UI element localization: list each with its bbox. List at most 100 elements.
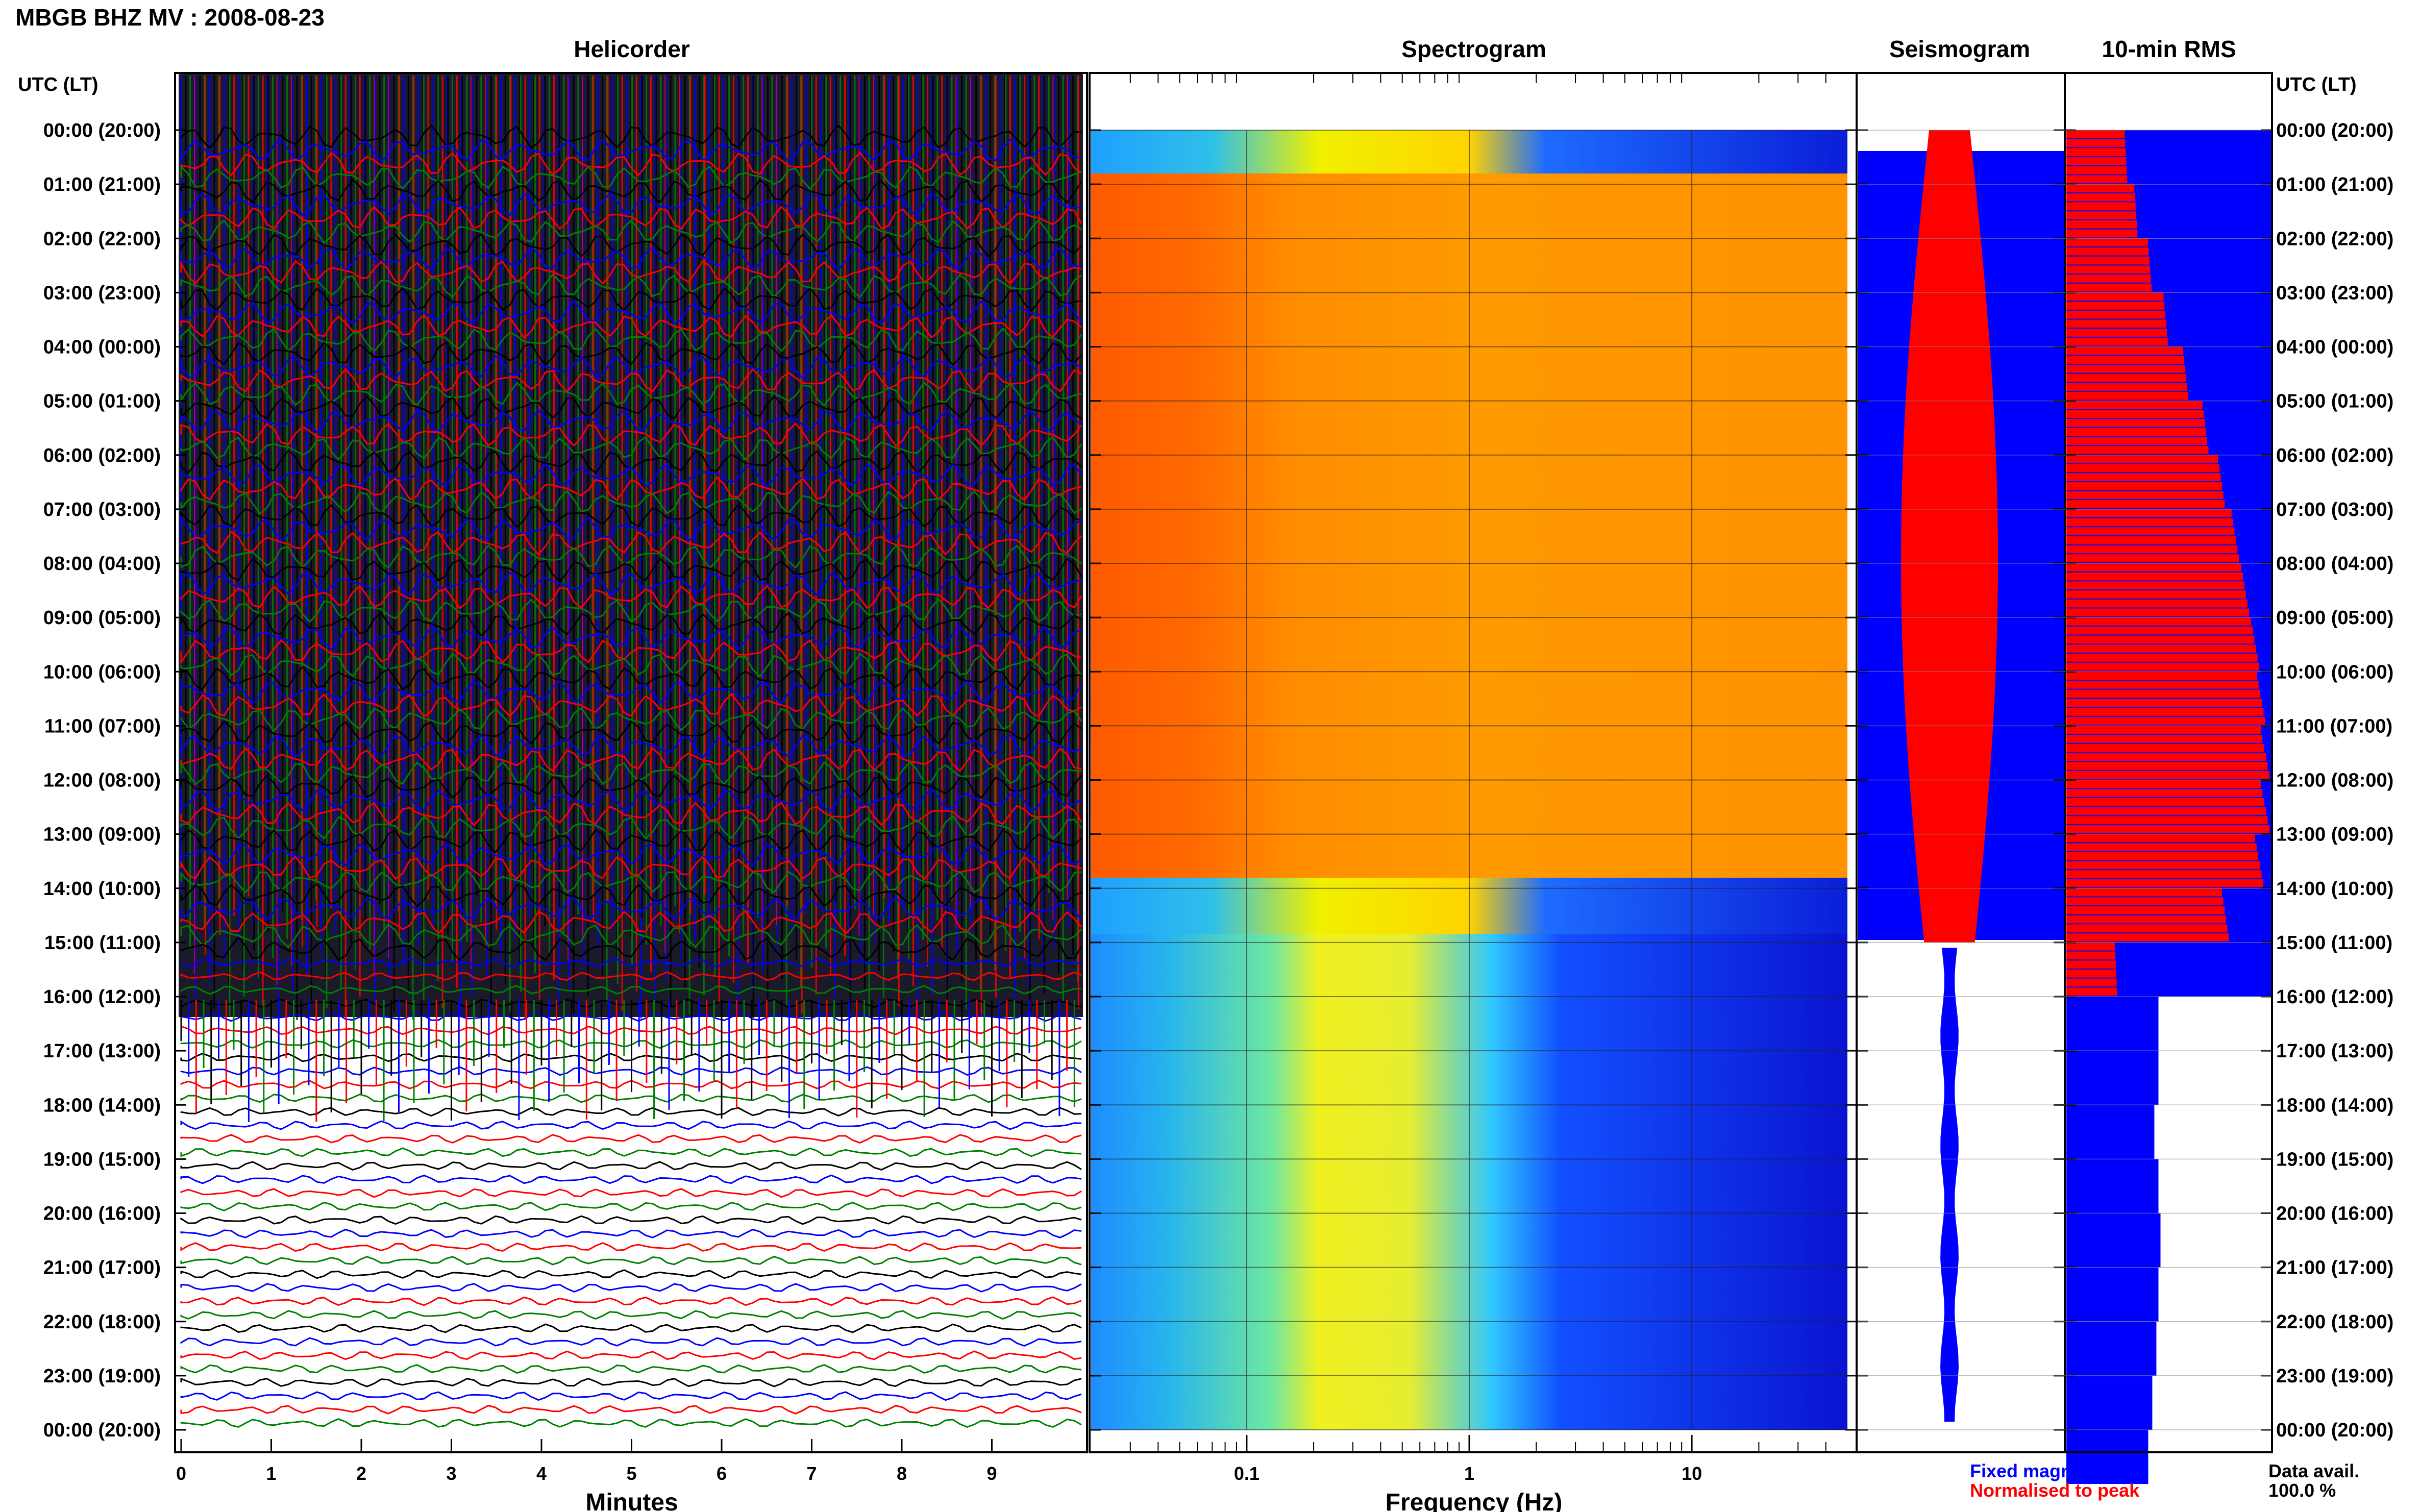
rms-normalised-bar xyxy=(2066,175,2128,184)
time-tick-label-left: 20:00 (16:00) xyxy=(43,1203,161,1225)
time-tick-label-right: 04:00 (00:00) xyxy=(2276,337,2393,358)
rms-normalised-bar xyxy=(2066,834,2255,842)
helicorder-trace xyxy=(180,1364,1082,1374)
helicorder-trace xyxy=(180,936,1082,962)
time-tick-label-right: 02:00 (22:00) xyxy=(2276,228,2393,250)
rms-normalised-bar xyxy=(2066,662,2259,671)
time-tick-label-left: 14:00 (10:00) xyxy=(43,878,161,900)
helicorder-trace xyxy=(180,896,1082,921)
minute-tick-label: 4 xyxy=(536,1463,547,1484)
minute-tick-label: 9 xyxy=(986,1463,997,1484)
rms-normalised-bar xyxy=(2066,500,2225,508)
helicorder-trace xyxy=(180,998,1082,1008)
rms-normalised-bar xyxy=(2066,292,2164,301)
rms-normalised-bar xyxy=(2066,888,2222,897)
time-tick-label-left: 17:00 (13:00) xyxy=(43,1040,161,1062)
time-tick-label-right: 13:00 (09:00) xyxy=(2276,824,2393,846)
minute-tick-label: 1 xyxy=(266,1463,276,1484)
time-tick-label-left: 16:00 (12:00) xyxy=(43,986,161,1008)
rms-normalised-bar xyxy=(2066,428,2206,436)
helicorder-trace xyxy=(180,1174,1082,1184)
rms-normalised-bar xyxy=(2066,554,2239,562)
rms-normalised-bar xyxy=(2066,193,2135,202)
helicorder-trace xyxy=(180,747,1082,772)
rms-title: 10-min RMS xyxy=(2102,36,2236,62)
time-tick-label-right: 06:00 (02:00) xyxy=(2276,445,2393,466)
rms-fixed-bar xyxy=(2066,834,2271,888)
helicorder-trace xyxy=(180,882,1082,908)
helicorder-trace xyxy=(180,192,1082,217)
rms-fixed-bar xyxy=(2066,184,2271,239)
helicorder-trace xyxy=(180,985,1082,995)
helicorder-trace xyxy=(180,1039,1082,1049)
rms-normalised-bar xyxy=(2066,590,2246,599)
helicorder-trace xyxy=(180,233,1082,258)
time-tick-label-left: 06:00 (02:00) xyxy=(43,445,161,466)
helicorder-trace xyxy=(180,1242,1082,1252)
helicorder-trace xyxy=(180,1228,1082,1238)
helicorder-trace xyxy=(180,802,1082,827)
time-tick-label-left: 01:00 (21:00) xyxy=(43,174,161,195)
rms-normalised-bar xyxy=(2066,310,2165,319)
rms-normalised-bar xyxy=(2066,518,2233,527)
time-tick-label-right: 00:00 (20:00) xyxy=(2276,1420,2393,1441)
rms-normalised-bar xyxy=(2066,933,2229,941)
helicorder-trace xyxy=(180,665,1082,690)
minute-tick-label: 2 xyxy=(356,1463,366,1484)
helicorder-trace xyxy=(180,829,1082,854)
helicorder-trace xyxy=(180,516,1082,542)
helicorder-trace xyxy=(180,1377,1082,1387)
helicorder-trace xyxy=(180,774,1082,799)
time-tick-label-left: 11:00 (07:00) xyxy=(44,715,161,737)
helicorder-trace xyxy=(180,422,1082,447)
seismogram-fixed-trace xyxy=(1940,948,1959,1422)
helicorder-trace xyxy=(180,869,1082,894)
helicorder-trace xyxy=(180,164,1082,190)
data-availability-label: Data avail. xyxy=(2268,1460,2359,1481)
rms-normalised-bar xyxy=(2066,473,2221,481)
rms-normalised-bar xyxy=(2066,987,2117,996)
rms-normalised-bar xyxy=(2066,220,2137,229)
rms-fixed-bar xyxy=(2066,997,2159,1051)
rms-normalised-bar xyxy=(2066,391,2188,400)
helicorder-trace xyxy=(180,206,1082,231)
helicorder-trace xyxy=(180,787,1082,813)
rms-normalised-bar xyxy=(2066,879,2263,887)
rms-normalised-bar xyxy=(2066,527,2235,535)
rms-normalised-bar xyxy=(2066,798,2264,806)
rms-normalised-bar xyxy=(2066,148,2126,157)
rms-fixed-bar xyxy=(2066,1267,2159,1322)
time-tick-label-left: 13:00 (09:00) xyxy=(43,824,161,846)
helicorder-trace xyxy=(180,178,1082,204)
helicorder-trace xyxy=(180,138,1082,163)
helicorder-trace xyxy=(180,815,1082,840)
rms-frame xyxy=(2064,72,2273,1453)
minute-tick-label: 7 xyxy=(806,1463,817,1484)
rms-fixed-bar xyxy=(2066,1051,2159,1105)
time-tick-label-right: 23:00 (19:00) xyxy=(2276,1366,2393,1387)
time-tick-label-right: 18:00 (14:00) xyxy=(2276,1095,2393,1116)
rms-normalised-bar xyxy=(2066,419,2205,427)
helicorder-trace xyxy=(180,463,1082,488)
rms-normalised-bar xyxy=(2066,816,2268,824)
helicorder-trace xyxy=(180,476,1082,502)
helicorder-trace xyxy=(180,652,1082,678)
helicorder-trace xyxy=(180,449,1082,475)
helicorder-trace xyxy=(180,1296,1082,1306)
rms-fixed-bar xyxy=(2066,1159,2159,1213)
rms-normalised-bar xyxy=(2066,599,2248,608)
rms-normalised-bar xyxy=(2066,229,2138,238)
time-tick-label-right: 09:00 (05:00) xyxy=(2276,607,2393,629)
rms-normalised-bar xyxy=(2066,870,2262,879)
helicorder-trace xyxy=(180,1269,1082,1279)
helicorder-trace xyxy=(180,490,1082,515)
rms-normalised-bar xyxy=(2066,762,2268,770)
minute-tick-label: 0 xyxy=(176,1463,186,1484)
helicorder-trace xyxy=(180,693,1082,718)
rms-normalised-bar xyxy=(2066,184,2135,192)
rms-normalised-bar xyxy=(2066,861,2260,870)
helicorder-trace xyxy=(180,958,1082,968)
helicorder-trace xyxy=(180,395,1082,420)
helicorder-trace xyxy=(180,1391,1082,1401)
helicorder-trace xyxy=(180,1120,1082,1130)
